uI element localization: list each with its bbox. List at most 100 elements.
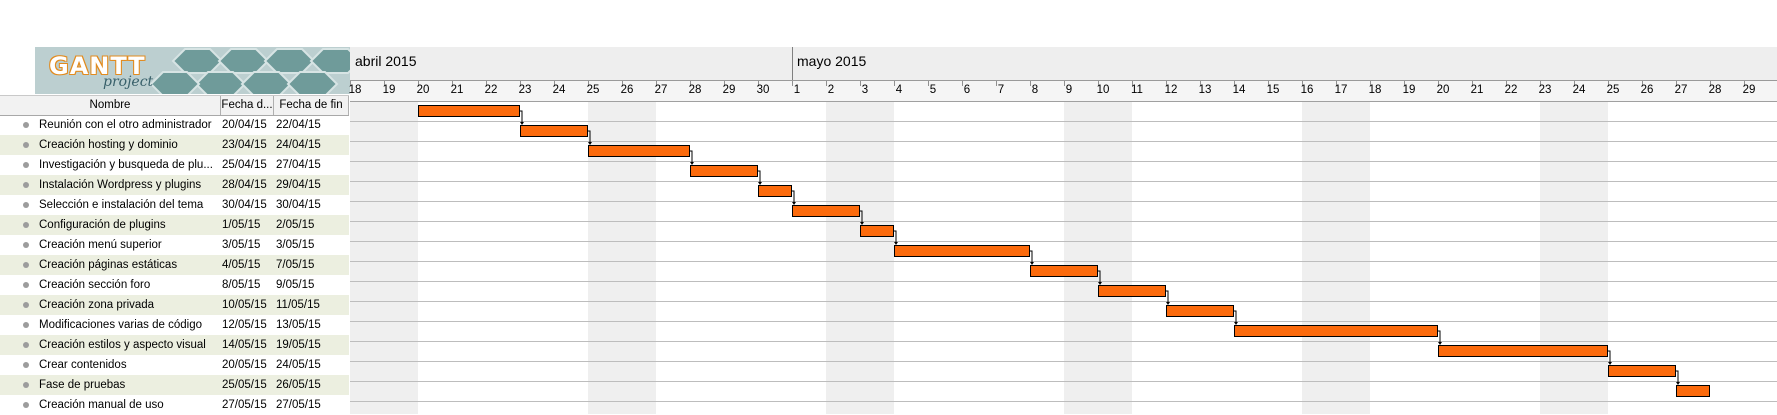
task-bullet-icon xyxy=(23,342,29,348)
task-start-date: 25/04/15 xyxy=(222,159,267,171)
day-tick xyxy=(690,81,691,86)
task-name: Creación menú superior xyxy=(39,239,162,251)
task-end-date: 9/05/15 xyxy=(276,279,315,291)
task-row[interactable]: Creación páginas estáticas 4/05/15 7/05/15 xyxy=(0,255,349,275)
day-tick xyxy=(1064,81,1065,86)
task-name: Creación manual de uso xyxy=(39,399,164,411)
task-row[interactable]: Modificaciones varias de código 12/05/15 1… xyxy=(0,315,349,335)
task-row[interactable]: Creación menú superior 3/05/15 3/05/15 xyxy=(0,235,349,255)
day-tick xyxy=(860,81,861,86)
row-divider xyxy=(350,201,1777,202)
task-row[interactable]: Crear contenidos 20/05/15 24/05/15 xyxy=(0,355,349,375)
month-separator xyxy=(792,47,793,80)
task-bullet-icon xyxy=(23,262,29,268)
column-header-end[interactable]: Fecha de fin xyxy=(274,96,349,115)
day-label: 20 xyxy=(416,84,430,96)
day-tick xyxy=(418,81,419,86)
task-name: Creación zona privada xyxy=(39,299,155,311)
task-name: Creación sección foro xyxy=(39,279,151,291)
task-start-date: 28/04/15 xyxy=(222,179,267,191)
task-start-date: 20/04/15 xyxy=(222,119,267,131)
task-row[interactable]: Investigación y busqueda de plu... 25/04/… xyxy=(0,155,349,175)
weekend-column xyxy=(1302,102,1336,414)
dependency-arrow xyxy=(859,210,863,224)
task-start-date: 3/05/15 xyxy=(222,239,261,251)
task-bullet-icon xyxy=(23,302,29,308)
task-row[interactable]: Creación sección foro 8/05/15 9/05/15 xyxy=(0,275,349,295)
arrow-head-icon xyxy=(588,142,592,145)
task-table-header: Nombre Fecha d... Fecha de fin xyxy=(0,95,349,116)
dependency-arrow xyxy=(1165,290,1169,304)
day-tick xyxy=(1744,81,1745,86)
day-tick xyxy=(1336,81,1337,86)
task-bullet-icon xyxy=(23,242,29,248)
task-start-date: 30/04/15 xyxy=(222,199,267,211)
day-tick xyxy=(588,81,589,86)
task-row[interactable]: Instalación Wordpress y plugins 28/04/15 2… xyxy=(0,175,349,195)
day-tick xyxy=(350,81,351,86)
day-label: 3 xyxy=(861,84,869,96)
month-label: abril 2015 xyxy=(355,53,417,69)
arrow-head-icon xyxy=(1608,362,1612,365)
day-label: 21 xyxy=(450,84,464,96)
dependency-arrow xyxy=(1029,250,1033,264)
task-start-date: 14/05/15 xyxy=(222,339,267,351)
day-label: 15 xyxy=(1266,84,1280,96)
day-label: 26 xyxy=(1640,84,1654,96)
task-row[interactable]: Creación hosting y dominio 23/04/15 24/04/… xyxy=(0,135,349,155)
day-label: 27 xyxy=(1674,84,1688,96)
task-row[interactable]: Fase de pruebas 25/05/15 26/05/15 xyxy=(0,375,349,395)
column-header-name[interactable]: Nombre xyxy=(0,96,221,115)
day-tick xyxy=(486,81,487,86)
task-end-date: 26/05/15 xyxy=(276,379,321,391)
arrow-head-icon xyxy=(690,162,694,165)
weekend-column xyxy=(1574,102,1608,414)
task-bar[interactable] xyxy=(1676,385,1710,397)
day-tick xyxy=(656,81,657,86)
task-row[interactable]: Selección e instalación del tema 30/04/15… xyxy=(0,195,349,215)
timeline-day-header: 18 19 20 21 22 23 24 25 26 27 28 29 30 1 2 3 4 5 6 7 8 9 10 11 1… xyxy=(349,81,1777,102)
row-divider xyxy=(350,141,1777,142)
day-tick xyxy=(1302,81,1303,86)
weekend-column xyxy=(826,102,860,414)
day-label: 1 xyxy=(793,84,801,96)
day-label: 12 xyxy=(1164,84,1178,96)
day-tick xyxy=(384,81,385,86)
column-header-start[interactable]: Fecha d... xyxy=(221,96,274,115)
task-row[interactable]: Creación zona privada 10/05/15 11/05/15 xyxy=(0,295,349,315)
weekend-column xyxy=(1540,102,1574,414)
day-tick xyxy=(1404,81,1405,86)
task-row[interactable]: Creación estilos y aspecto visual 14/05/1… xyxy=(0,335,349,355)
task-end-date: 27/05/15 xyxy=(276,399,321,411)
task-row[interactable]: Creación manual de uso 27/05/15 27/05/15 xyxy=(0,395,349,415)
task-row[interactable]: Configuración de plugins 1/05/15 2/05/15 xyxy=(0,215,349,235)
task-bullet-icon xyxy=(23,122,29,128)
task-row[interactable]: Reunión con el otro administrador 20/04/1… xyxy=(0,115,349,135)
day-label: 13 xyxy=(1198,84,1212,96)
arrow-head-icon xyxy=(1166,302,1170,305)
dependency-arrow xyxy=(1437,330,1441,344)
day-label: 25 xyxy=(1606,84,1620,96)
day-label: 26 xyxy=(620,84,634,96)
weekend-column xyxy=(1336,102,1370,414)
dependency-arrow xyxy=(519,110,523,124)
day-tick xyxy=(928,81,929,86)
day-label: 25 xyxy=(586,84,600,96)
weekend-column xyxy=(384,102,418,414)
row-divider xyxy=(350,321,1777,322)
day-label: 28 xyxy=(688,84,702,96)
task-end-date: 30/04/15 xyxy=(276,199,321,211)
logo-subtitle: project xyxy=(103,74,154,90)
task-bullet-icon xyxy=(23,222,29,228)
day-label: 20 xyxy=(1436,84,1450,96)
day-label: 4 xyxy=(895,84,903,96)
task-name: Instalación Wordpress y plugins xyxy=(39,179,202,191)
row-divider xyxy=(350,401,1777,402)
timeline-month-header: abril 2015 mayo 2015 xyxy=(350,47,1777,81)
day-label: 24 xyxy=(1572,84,1586,96)
arrow-head-icon xyxy=(1234,322,1238,325)
task-end-date: 13/05/15 xyxy=(276,319,321,331)
arrow-head-icon xyxy=(1676,382,1680,385)
day-tick xyxy=(724,81,725,86)
task-bullet-icon xyxy=(23,362,29,368)
